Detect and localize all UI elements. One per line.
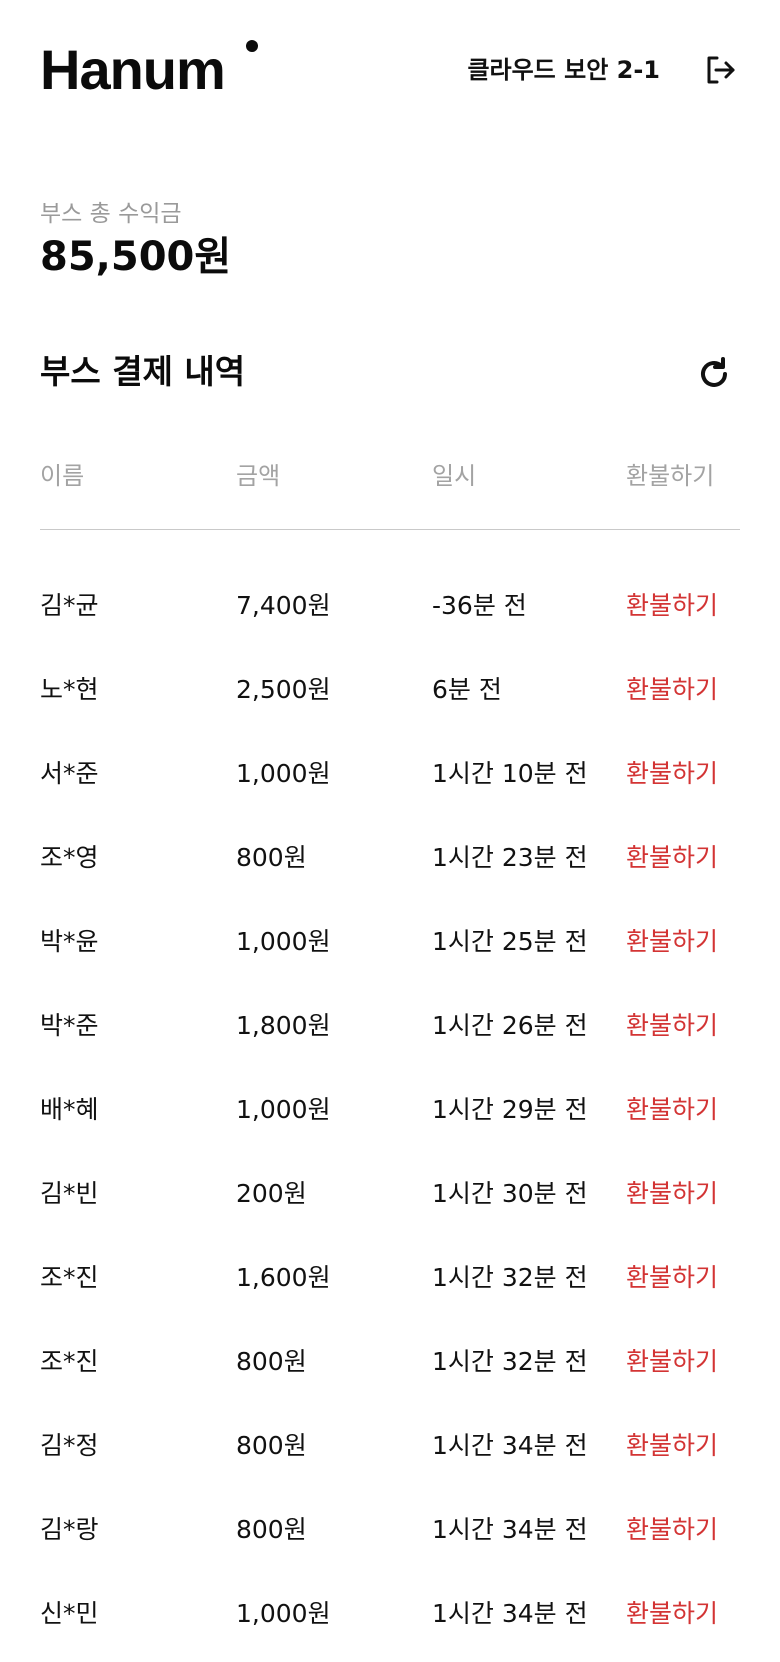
table-row: 박*윤 1,000원 1시간 25분 전 환불하기 — [40, 900, 740, 984]
refund-button[interactable]: 환불하기 — [626, 843, 719, 872]
payer-name: 김*랑 — [40, 1515, 99, 1544]
payer-name: 조*영 — [40, 843, 99, 872]
table-body: 김*균 7,400원 -36분 전 환불하기 노*현 2,500원 6분 전 환… — [40, 530, 740, 1656]
payment-amount: 800원 — [236, 1431, 307, 1460]
refresh-button[interactable] — [692, 352, 736, 396]
payer-name: 서*준 — [40, 759, 99, 788]
payer-name: 조*진 — [40, 1263, 99, 1292]
refund-button[interactable]: 환불하기 — [626, 1263, 719, 1292]
payment-time: 1시간 23분 전 — [432, 843, 588, 872]
app-header: Hanum 클라우드 보안 2-1 — [0, 0, 780, 140]
payer-name: 김*빈 — [40, 1179, 99, 1208]
payment-time: 1시간 25분 전 — [432, 927, 588, 956]
payment-amount: 200원 — [236, 1179, 307, 1208]
payment-time: 1시간 10분 전 — [432, 759, 588, 788]
payment-time: 1시간 29분 전 — [432, 1095, 588, 1124]
payment-time: -36분 전 — [432, 591, 527, 620]
booth-name: 클라우드 보안 2-1 — [467, 56, 660, 84]
table-row: 김*빈 200원 1시간 30분 전 환불하기 — [40, 1152, 740, 1236]
table-row: 박*준 1,800원 1시간 26분 전 환불하기 — [40, 984, 740, 1068]
payment-time: 1시간 26분 전 — [432, 1011, 588, 1040]
logout-button[interactable] — [700, 50, 740, 90]
payment-amount: 1,000원 — [236, 1599, 331, 1628]
table-row: 신*민 1,000원 1시간 34분 전 환불하기 — [40, 1572, 740, 1656]
refund-button[interactable]: 환불하기 — [626, 759, 719, 788]
refund-button[interactable]: 환불하기 — [626, 1347, 719, 1376]
refund-button[interactable]: 환불하기 — [626, 1431, 719, 1460]
table-row: 서*준 1,000원 1시간 10분 전 환불하기 — [40, 732, 740, 816]
payment-amount: 1,600원 — [236, 1263, 331, 1292]
table-row: 배*혜 1,000원 1시간 29분 전 환불하기 — [40, 1068, 740, 1152]
payment-time: 1시간 30분 전 — [432, 1179, 588, 1208]
table-header: 이름 금액 일시 환불하기 — [40, 460, 740, 530]
payer-name: 김*정 — [40, 1431, 99, 1460]
payer-name: 박*윤 — [40, 927, 99, 956]
refund-button[interactable]: 환불하기 — [626, 591, 719, 620]
payments-table: 이름 금액 일시 환불하기 김*균 7,400원 -36분 전 환불하기 노*현… — [40, 460, 740, 1656]
payer-name: 신*민 — [40, 1599, 99, 1628]
table-row: 조*영 800원 1시간 23분 전 환불하기 — [40, 816, 740, 900]
logo-dot — [246, 40, 258, 52]
table-row: 김*균 7,400원 -36분 전 환불하기 — [40, 564, 740, 648]
payment-amount: 800원 — [236, 1347, 307, 1376]
column-header-refund: 환불하기 — [626, 462, 715, 490]
payment-time: 1시간 34분 전 — [432, 1515, 588, 1544]
table-row: 김*정 800원 1시간 34분 전 환불하기 — [40, 1404, 740, 1488]
payment-amount: 1,000원 — [236, 1095, 331, 1124]
payment-amount: 800원 — [236, 1515, 307, 1544]
revenue-amount: 85,500원 — [40, 234, 232, 280]
table-row: 노*현 2,500원 6분 전 환불하기 — [40, 648, 740, 732]
payment-time: 1시간 34분 전 — [432, 1431, 588, 1460]
payer-name: 박*준 — [40, 1011, 99, 1040]
refund-button[interactable]: 환불하기 — [626, 1179, 719, 1208]
refund-button[interactable]: 환불하기 — [626, 1095, 719, 1124]
refresh-icon — [701, 357, 727, 387]
table-row: 조*진 800원 1시간 32분 전 환불하기 — [40, 1320, 740, 1404]
refund-button[interactable]: 환불하기 — [626, 927, 719, 956]
column-header-amount: 금액 — [236, 462, 281, 490]
revenue-summary: 부스 총 수익금 85,500원 — [40, 198, 231, 282]
logout-icon — [707, 56, 735, 84]
payment-time: 1시간 34분 전 — [432, 1599, 588, 1628]
payer-name: 조*진 — [40, 1347, 99, 1376]
payment-amount: 7,400원 — [236, 591, 331, 620]
table-row: 김*랑 800원 1시간 34분 전 환불하기 — [40, 1488, 740, 1572]
refund-button[interactable]: 환불하기 — [626, 675, 719, 704]
table-row: 조*진 1,600원 1시간 32분 전 환불하기 — [40, 1236, 740, 1320]
payer-name: 노*현 — [40, 675, 99, 704]
payer-name: 김*균 — [40, 591, 99, 620]
payment-time: 1시간 32분 전 — [432, 1263, 588, 1292]
payment-amount: 800원 — [236, 843, 307, 872]
payments-title: 부스 결제 내역 — [40, 352, 246, 391]
payment-amount: 1,800원 — [236, 1011, 331, 1040]
payment-amount: 1,000원 — [236, 759, 331, 788]
refund-button[interactable]: 환불하기 — [626, 1599, 719, 1628]
payment-amount: 1,000원 — [236, 927, 331, 956]
column-header-name: 이름 — [40, 462, 85, 490]
payment-time: 6분 전 — [432, 675, 502, 704]
payment-amount: 2,500원 — [236, 675, 331, 704]
revenue-label: 부스 총 수익금 — [40, 201, 182, 227]
payer-name: 배*혜 — [40, 1095, 99, 1124]
refund-button[interactable]: 환불하기 — [626, 1011, 719, 1040]
column-header-time: 일시 — [432, 462, 477, 490]
hanum-logo[interactable]: Hanum — [40, 38, 226, 101]
refund-button[interactable]: 환불하기 — [626, 1515, 719, 1544]
payment-time: 1시간 32분 전 — [432, 1347, 588, 1376]
